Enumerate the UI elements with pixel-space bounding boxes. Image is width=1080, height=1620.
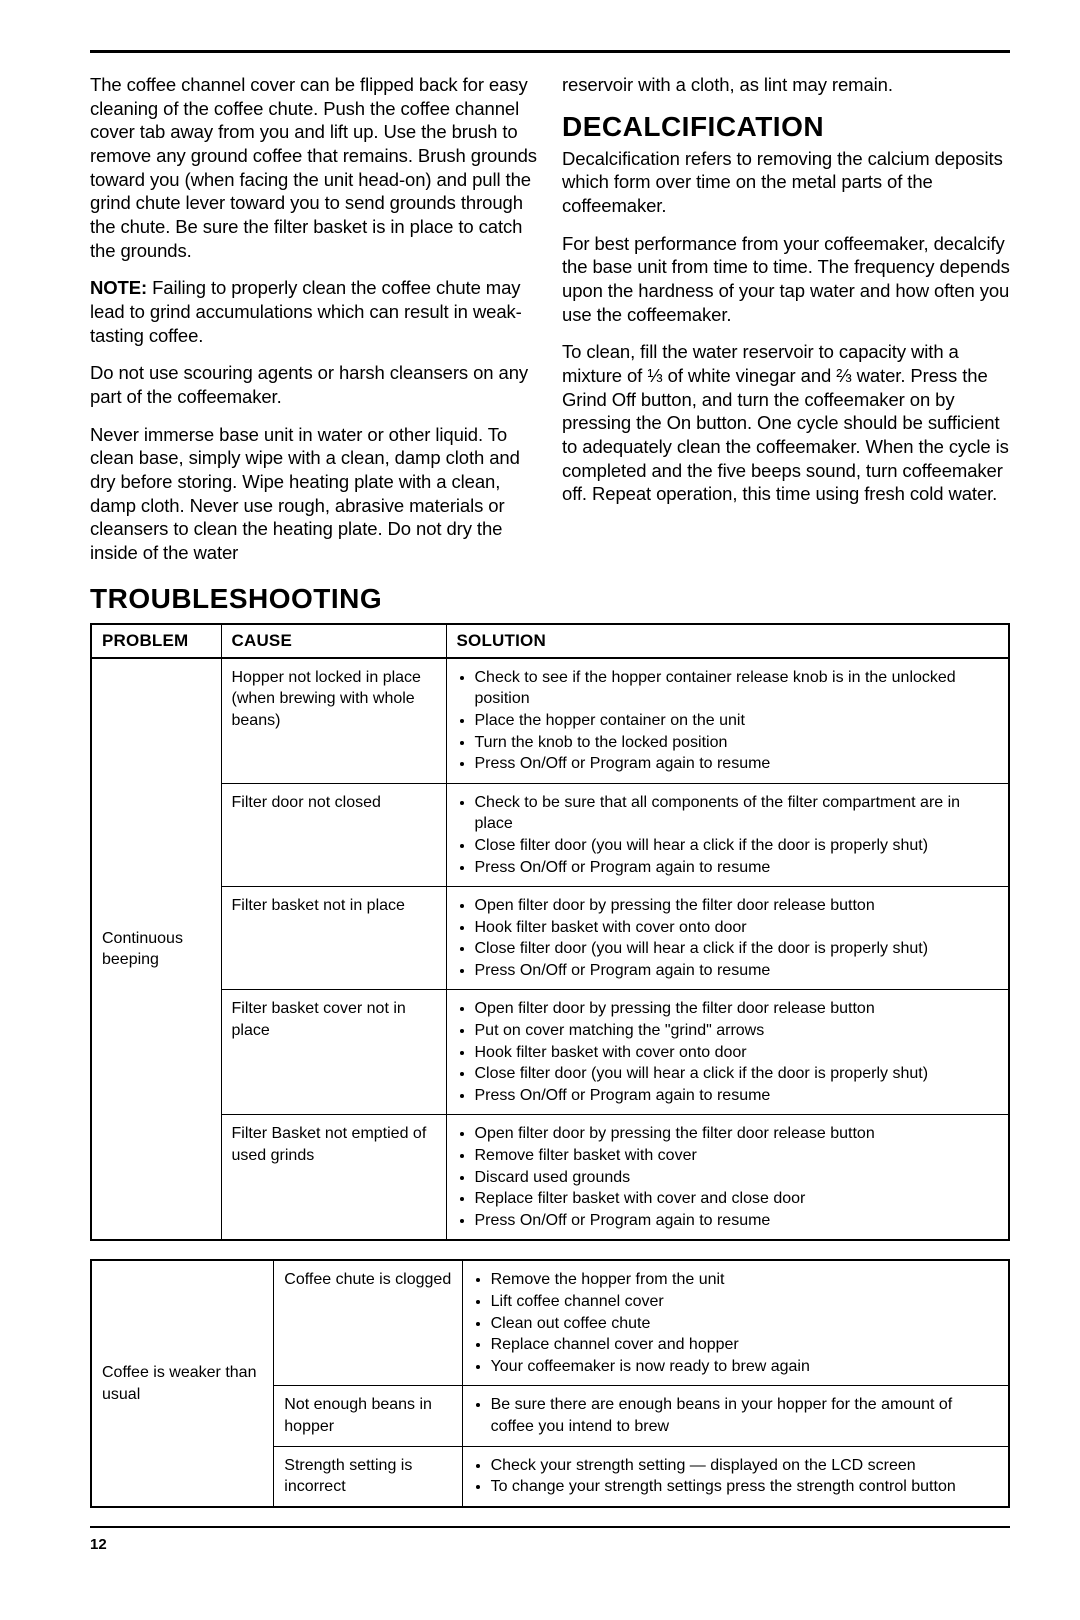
cause-cell: Strength setting is incorrect [274,1446,462,1507]
solution-cell: Check your strength setting — displayed … [462,1446,1009,1507]
solution-item: Press On/Off or Program again to resume [475,1210,999,1232]
solution-item: Clean out coffee chute [491,1313,998,1335]
solution-item: Put on cover matching the "grind" arrows [475,1020,999,1042]
para: reservoir with a cloth, as lint may rema… [562,73,1010,97]
solution-item: Replace channel cover and hopper [491,1334,998,1356]
solution-item: Open filter door by pressing the filter … [475,998,999,1020]
two-column-text: The coffee channel cover can be flipped … [90,73,1010,565]
cause-cell: Coffee chute is clogged [274,1260,462,1385]
para: Never immerse base unit in water or othe… [90,423,538,565]
note-label: NOTE: [90,277,147,298]
decalcification-heading: DECALCIFICATION [562,111,1010,143]
solution-cell: Remove the hopper from the unitLift coff… [462,1260,1009,1385]
para: Decalcification refers to removing the c… [562,147,1010,218]
right-column: reservoir with a cloth, as lint may rema… [562,73,1010,565]
solution-item: To change your strength settings press t… [491,1476,998,1498]
solution-item: Hook filter basket with cover onto door [475,917,999,939]
solution-item: Press On/Off or Program again to resume [475,1085,999,1107]
solution-item: Replace filter basket with cover and clo… [475,1188,999,1210]
solution-cell: Be sure there are enough beans in your h… [462,1386,1009,1446]
solution-item: Open filter door by pressing the filter … [475,1123,999,1145]
para: To clean, fill the water reservoir to ca… [562,340,1010,506]
cause-cell: Hopper not locked in place (when brewing… [221,658,446,783]
solution-item: Press On/Off or Program again to resume [475,857,999,879]
solution-item: Check your strength setting — displayed … [491,1455,998,1477]
problem-cell: Continuous beeping [91,658,221,1241]
solution-item: Check to be sure that all components of … [475,792,999,835]
bottom-rule [90,1526,1010,1528]
solution-cell: Open filter door by pressing the filter … [446,1115,1009,1240]
solution-item: Close filter door (you will hear a click… [475,1063,999,1085]
solution-cell: Open filter door by pressing the filter … [446,990,1009,1115]
note-text: Failing to properly clean the coffee chu… [90,277,522,345]
col-header-solution: SOLUTION [446,624,1009,658]
solution-cell: Open filter door by pressing the filter … [446,887,1009,990]
page-number: 12 [90,1536,1010,1553]
para: For best performance from your coffeemak… [562,232,1010,327]
solution-item: Turn the knob to the locked position [475,732,999,754]
troubleshooting-table-2: Coffee is weaker than usualCoffee chute … [90,1259,1010,1507]
cause-cell: Filter basket cover not in place [221,990,446,1115]
cause-cell: Filter Basket not emptied of used grinds [221,1115,446,1240]
solution-item: Press On/Off or Program again to resume [475,960,999,982]
solution-cell: Check to see if the hopper container rel… [446,658,1009,783]
col-header-cause: CAUSE [221,624,446,658]
note-para: NOTE: Failing to properly clean the coff… [90,276,538,347]
solution-item: Remove filter basket with cover [475,1145,999,1167]
solution-item: Remove the hopper from the unit [491,1269,998,1291]
solution-item: Your coffeemaker is now ready to brew ag… [491,1356,998,1378]
solution-item: Discard used grounds [475,1167,999,1189]
problem-cell: Coffee is weaker than usual [91,1260,274,1506]
solution-item: Check to see if the hopper container rel… [475,667,999,710]
solution-cell: Check to be sure that all components of … [446,783,1009,886]
page: The coffee channel cover can be flipped … [0,0,1080,1583]
solution-item: Press On/Off or Program again to resume [475,753,999,775]
para: Do not use scouring agents or harsh clea… [90,361,538,408]
troubleshooting-table-1: PROBLEM CAUSE SOLUTION Continuous beepin… [90,623,1010,1242]
solution-item: Lift coffee channel cover [491,1291,998,1313]
solution-item: Hook filter basket with cover onto door [475,1042,999,1064]
solution-item: Open filter door by pressing the filter … [475,895,999,917]
solution-item: Close filter door (you will hear a click… [475,938,999,960]
cause-cell: Filter door not closed [221,783,446,886]
para: The coffee channel cover can be flipped … [90,73,538,262]
cause-cell: Not enough beans in hopper [274,1386,462,1446]
col-header-problem: PROBLEM [91,624,221,658]
solution-item: Be sure there are enough beans in your h… [491,1394,998,1437]
cause-cell: Filter basket not in place [221,887,446,990]
top-rule [90,50,1010,53]
solution-item: Place the hopper container on the unit [475,710,999,732]
solution-item: Close filter door (you will hear a click… [475,835,999,857]
left-column: The coffee channel cover can be flipped … [90,73,538,565]
troubleshooting-heading: TROUBLESHOOTING [90,583,1010,615]
